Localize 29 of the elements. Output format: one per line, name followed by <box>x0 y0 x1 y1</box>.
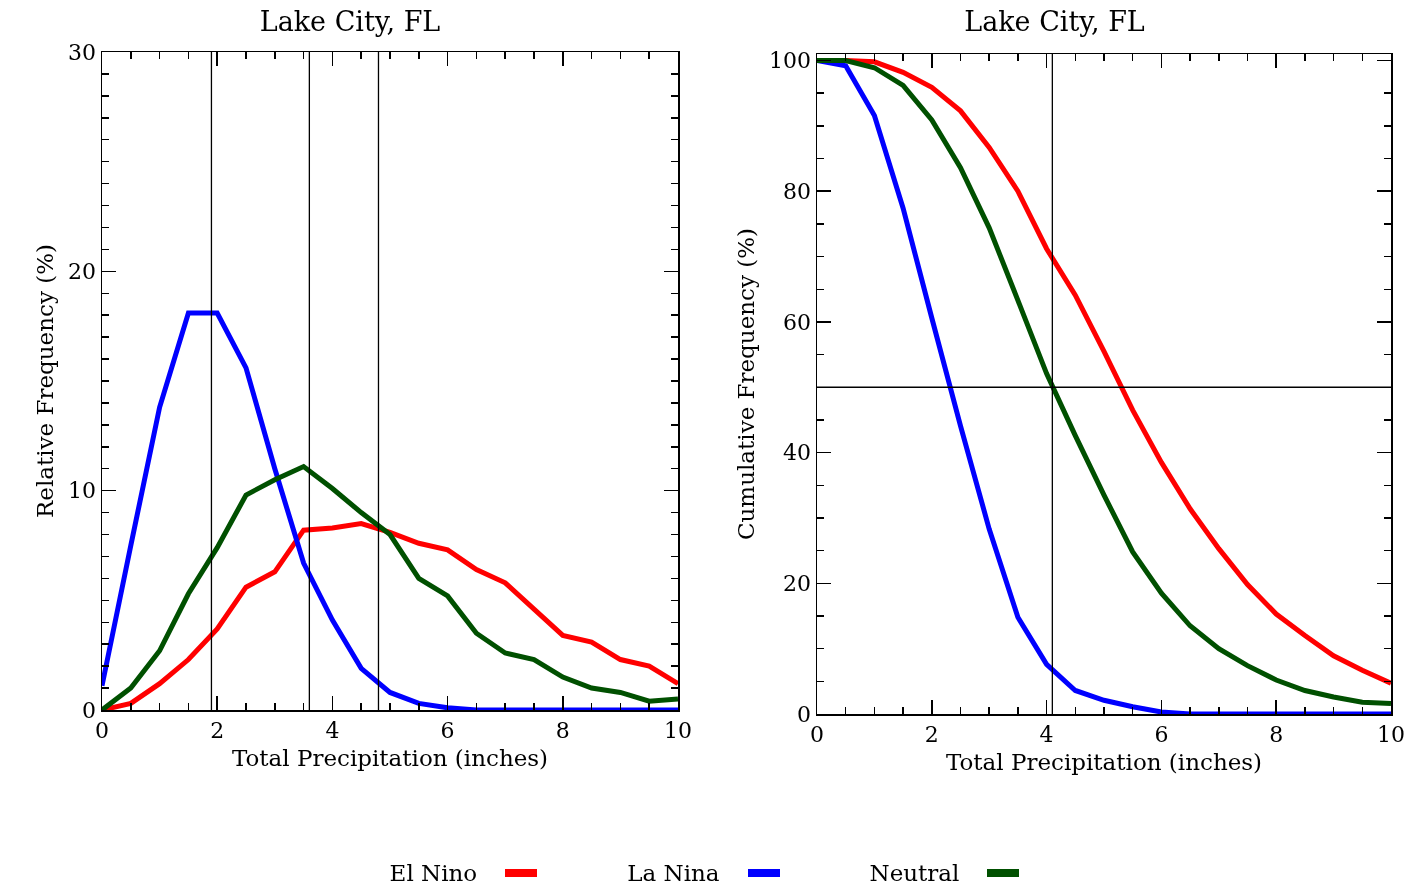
x-tick-label: 10 <box>664 717 692 743</box>
x-tick-label: 4 <box>325 717 340 743</box>
y-axis-title: Cumulative Frequency (%) <box>732 227 759 541</box>
legend-label: El Nino <box>389 859 478 886</box>
x-tick-label: 2 <box>210 717 225 743</box>
x-axis-title: Total Precipitation (inches) <box>945 749 1263 776</box>
y-tick-label: 30 <box>68 39 97 65</box>
y-tick-label: 80 <box>783 178 812 204</box>
y-tick-label: 0 <box>797 701 812 727</box>
y-tick-label: 20 <box>68 259 97 285</box>
x-tick-label: 6 <box>440 717 455 743</box>
x-axis-title: Total Precipitation (inches) <box>231 745 549 772</box>
chart-title: Lake City, FL <box>259 6 441 38</box>
legend-label: La Nina <box>627 859 720 886</box>
x-tick-label: 10 <box>1377 721 1405 747</box>
y-tick-label: 40 <box>783 440 812 466</box>
x-tick-label: 2 <box>924 721 939 747</box>
y-tick-label: 20 <box>783 571 812 597</box>
y-tick-label: 10 <box>68 478 97 504</box>
y-axis-title: Relative Frequency (%) <box>31 243 58 519</box>
x-tick-label: 4 <box>1039 721 1054 747</box>
x-tick-label: 8 <box>1269 721 1284 747</box>
x-tick-label: 8 <box>555 717 570 743</box>
y-tick-label: 0 <box>82 697 97 723</box>
y-tick-label: 60 <box>783 309 812 335</box>
chart-title: Lake City, FL <box>964 6 1145 38</box>
legend-label: Neutral <box>869 859 960 886</box>
y-tick-label: 100 <box>769 48 812 74</box>
x-tick-label: 6 <box>1154 721 1169 747</box>
